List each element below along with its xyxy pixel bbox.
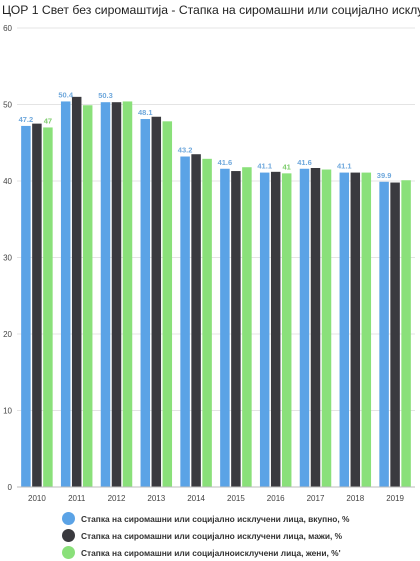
y-tick-label: 50	[3, 101, 12, 110]
bar-2015-series-2	[242, 167, 252, 488]
x-tick-label: 2014	[187, 494, 205, 503]
bar-2010-series-1	[32, 123, 42, 487]
legend-label-total: Стапка на сиромашни или социјално исклуч…	[81, 513, 350, 524]
data-label-2013-series-0: 48.1	[138, 108, 153, 117]
x-tick-label: 2011	[68, 494, 86, 503]
x-tick-label: 2010	[28, 494, 46, 503]
legend-marker-total	[62, 512, 75, 525]
data-label-2010-series-0: 47.2	[19, 115, 34, 124]
bar-2016-series-1	[270, 171, 281, 487]
legend-item-total[interactable]: Стапка на сиромашни или социјално исклуч…	[62, 510, 420, 527]
data-label-2010-series-2: 47	[44, 116, 52, 125]
bar-2011-series-0	[60, 101, 71, 487]
bar-2013-series-0	[140, 119, 151, 487]
y-tick-label: 30	[3, 254, 12, 263]
x-tick-label: 2013	[147, 494, 165, 503]
bar-2012-series-1	[111, 102, 122, 487]
x-tick-label: 2019	[386, 494, 404, 503]
x-tick-label: 2017	[307, 494, 325, 503]
legend-label-women: Стапка на сиромашни или социјалноисклуче…	[81, 547, 341, 558]
data-label-2018-series-0: 41.1	[337, 162, 352, 171]
data-label-2014-series-0: 43.2	[178, 146, 193, 155]
bar-2014-series-1	[191, 154, 201, 487]
bar-2013-series-1	[151, 116, 162, 488]
y-tick-label: 0	[8, 483, 13, 492]
data-label-2019-series-0: 39.9	[377, 171, 392, 180]
bar-2011-series-2	[82, 105, 93, 487]
data-label-2012-series-0: 50.3	[98, 91, 113, 100]
data-labels: 47.2 47 50.4 50.3 48.1 43.2 41.6 41.1 41 41.6 41.1…	[19, 90, 392, 179]
bar-2016-series-0	[259, 172, 270, 487]
bar-2011-series-1	[71, 96, 82, 487]
bar-2015-series-0	[220, 168, 230, 487]
bar-2014-series-2	[202, 158, 212, 487]
legend-marker-men	[62, 529, 75, 542]
bar-2014-series-0	[180, 156, 190, 487]
legend-marker-women	[62, 546, 75, 559]
bar-2018-series-1	[350, 172, 361, 487]
y-tick-label: 60	[3, 24, 12, 33]
bar-2019-series-1	[390, 182, 400, 487]
bar-2010-series-0	[21, 125, 31, 488]
bar-2017-series-1	[310, 167, 321, 487]
chart-title: ЦОР 1 Свет без сиромаштија - Стапка на с…	[2, 3, 420, 17]
x-tick-label: 2015	[227, 494, 245, 503]
legend-item-men[interactable]: Стапка на сиромашни или социјално исклуч…	[62, 527, 420, 544]
legend: Стапка на сиромашни или социјално исклуч…	[62, 510, 420, 561]
legend-label-men: Стапка на сиромашни или социјално исклуч…	[81, 530, 343, 541]
data-label-2015-series-0: 41.6	[218, 158, 233, 167]
data-label-2017-series-0: 41.6	[297, 158, 312, 167]
data-label-2011-series-0: 50.4	[58, 90, 73, 99]
bars	[21, 96, 411, 488]
bar-2017-series-0	[299, 168, 310, 487]
bar-2012-series-2	[122, 101, 133, 487]
bar-2010-series-2	[43, 127, 53, 487]
bar-2012-series-0	[100, 102, 111, 487]
bar-2013-series-2	[162, 121, 173, 487]
y-tick-label: 20	[3, 330, 12, 339]
axes: 0 10 20 30 40 50 60 2010 2011 2012 2013 2014 2015 201…	[3, 24, 415, 503]
bar-2018-series-2	[361, 172, 372, 487]
y-tick-label: 10	[3, 407, 12, 416]
data-label-2016-series-2: 41	[283, 162, 291, 171]
bar-2017-series-2	[321, 169, 332, 487]
bar-2016-series-2	[281, 173, 292, 487]
x-tick-label: 2016	[267, 494, 285, 503]
data-label-2016-series-0: 41.1	[257, 162, 272, 171]
bar-2015-series-1	[231, 171, 241, 487]
bar-2019-series-0	[379, 181, 389, 487]
legend-item-women[interactable]: Стапка на сиромашни или социјалноисклуче…	[62, 544, 420, 561]
y-tick-label: 40	[3, 177, 12, 186]
bar-2019-series-2	[401, 180, 411, 488]
bar-2018-series-0	[339, 172, 350, 487]
x-tick-label: 2012	[108, 494, 126, 503]
x-tick-label: 2018	[346, 494, 364, 503]
